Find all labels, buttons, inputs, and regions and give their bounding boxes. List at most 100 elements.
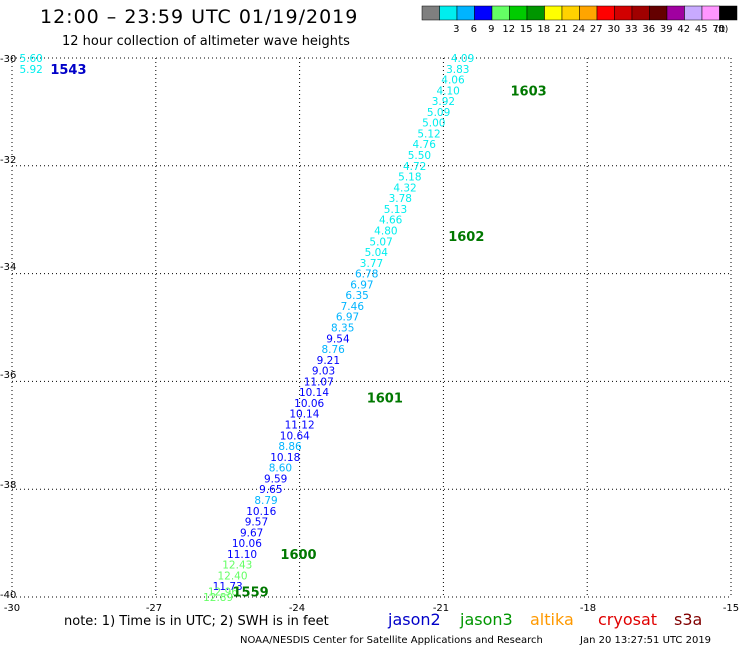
lon-tick-label: -24 bbox=[288, 603, 306, 614]
wave-height-label: 4.76 bbox=[413, 139, 437, 151]
legend-label: 27 bbox=[590, 24, 603, 35]
legend-swatch bbox=[719, 5, 738, 21]
credit-line: NOAA/NESDIS Center for Satellite Applica… bbox=[240, 635, 543, 646]
wave-height-label: 12.89 bbox=[203, 592, 233, 604]
wave-height-label: 9.54 bbox=[326, 333, 350, 345]
wave-height-label: 5.18 bbox=[398, 172, 421, 184]
map-subtitle: 12 hour collection of altimeter wave hei… bbox=[62, 34, 350, 49]
wave-height-label: 6.35 bbox=[345, 290, 368, 302]
wave-height-label: 4.32 bbox=[393, 182, 416, 194]
wave-height-label: 5.92 bbox=[19, 64, 42, 76]
pass-time-label: 1601 bbox=[367, 392, 403, 407]
map-title: 12:00 – 23:59 UTC 01/19/2019 bbox=[40, 6, 359, 28]
wave-height-label: 10.06 bbox=[232, 538, 262, 550]
lat-tick-label: -38 bbox=[0, 480, 17, 491]
legend-label: 12 bbox=[502, 24, 515, 35]
wave-height-label: 12.96 bbox=[208, 587, 238, 599]
wave-height-label: 9.21 bbox=[317, 355, 340, 367]
wave-height-label: 12.43 bbox=[222, 560, 252, 572]
legend-label: 15 bbox=[520, 24, 533, 35]
pass-time-label: 1603 bbox=[511, 84, 547, 99]
legend-label: 24 bbox=[572, 24, 585, 35]
satellite-jason3-label: jason3 bbox=[460, 610, 513, 629]
lat-tick-label: -32 bbox=[0, 155, 17, 166]
legend-label: 33 bbox=[625, 24, 638, 35]
lon-tick-label: -30 bbox=[3, 603, 21, 614]
wave-height-label: 9.59 bbox=[264, 473, 287, 485]
wave-height-label: 5.09 bbox=[427, 107, 450, 119]
wave-height-label: 3.78 bbox=[389, 193, 412, 205]
color-legend: 3 6 9 12 15 18 21 24 27 30 33 36 39 42 45 70(ft) bbox=[421, 5, 738, 35]
wave-height-label: 5.13 bbox=[384, 204, 407, 216]
lat-tick-label: -36 bbox=[0, 370, 17, 381]
wave-height-label: 5.04 bbox=[365, 247, 389, 259]
wave-height-label: 10.14 bbox=[289, 409, 319, 421]
satellite-altika-label: altika bbox=[530, 610, 574, 629]
pass-time-label: 1602 bbox=[448, 230, 484, 245]
wave-height-label: 10.14 bbox=[299, 387, 329, 399]
wave-height-label: 9.03 bbox=[312, 366, 335, 378]
legend-label: 30 bbox=[607, 24, 620, 35]
lon-tick-label: -18 bbox=[579, 603, 597, 614]
wave-height-label: 11.73 bbox=[213, 581, 243, 593]
wave-height-label: 4.09 bbox=[451, 53, 474, 65]
wave-height-label: 11.10 bbox=[227, 549, 257, 561]
legend-label: 39 bbox=[660, 24, 673, 35]
pass-time-label: 1559 bbox=[232, 586, 268, 601]
wave-height-label: 9.65 bbox=[259, 484, 282, 496]
legend-unit: (ft) bbox=[715, 25, 729, 35]
wave-height-label: 7.46 bbox=[341, 301, 365, 313]
legend-label: 21 bbox=[555, 24, 568, 35]
legend-label: 9 bbox=[488, 24, 494, 35]
wave-height-label: 6.78 bbox=[355, 269, 378, 281]
wave-height-label: 4.10 bbox=[436, 85, 459, 97]
legend-label: 70 bbox=[712, 24, 725, 35]
wave-height-label: 10.16 bbox=[246, 506, 276, 518]
legend-label: 36 bbox=[642, 24, 655, 35]
wave-height-label: 5.07 bbox=[369, 236, 392, 248]
wave-height-label: 8.60 bbox=[269, 463, 292, 475]
wave-height-label: 5.60 bbox=[19, 53, 42, 65]
wave-height-label: 8.79 bbox=[254, 495, 277, 507]
legend-label: 18 bbox=[537, 24, 550, 35]
wave-height-label: 3.92 bbox=[432, 96, 455, 108]
wave-height-label: 5.50 bbox=[408, 150, 431, 162]
wave-height-label: 8.86 bbox=[278, 441, 302, 453]
wave-height-label: 4.72 bbox=[403, 161, 426, 173]
pass-time-label: 1600 bbox=[280, 548, 316, 563]
legend-label: 3 bbox=[453, 24, 459, 35]
wave-height-label: 6.97 bbox=[336, 312, 359, 324]
legend-label: 45 bbox=[695, 24, 708, 35]
legend-label: 42 bbox=[677, 24, 690, 35]
wave-height-label: 6.97 bbox=[350, 279, 373, 291]
lon-tick-label: -27 bbox=[145, 603, 163, 614]
satellite-jason2-label: jason2 bbox=[388, 610, 441, 629]
wave-height-label: 3.77 bbox=[360, 258, 383, 270]
wave-height-label: 10.18 bbox=[270, 452, 300, 464]
wave-height-label: 8.76 bbox=[321, 344, 345, 356]
satellite-s3a-label: s3a bbox=[674, 610, 703, 629]
wave-height-label: 5.12 bbox=[417, 128, 440, 140]
wave-height-label: 4.66 bbox=[379, 215, 403, 227]
legend-label: 6 bbox=[471, 24, 477, 35]
lat-tick-label: -34 bbox=[0, 262, 17, 273]
wave-height-label: 11.12 bbox=[285, 420, 315, 432]
wave-height-label: 10.06 bbox=[294, 398, 324, 410]
wave-height-label: 9.67 bbox=[240, 527, 263, 539]
lat-tick-label: -30 bbox=[0, 54, 17, 65]
footer-note: note: 1) Time is in UTC; 2) SWH is in fe… bbox=[64, 614, 329, 629]
wave-height-label: 3.83 bbox=[446, 64, 469, 76]
pass-time-label: 1543 bbox=[50, 63, 86, 78]
wave-height-label: 12.40 bbox=[217, 570, 247, 582]
wave-height-label: 10.64 bbox=[280, 430, 310, 442]
wave-height-label: 8.35 bbox=[331, 323, 354, 335]
lon-tick-label: -21 bbox=[432, 603, 450, 614]
generated-timestamp: Jan 20 13:27:51 UTC 2019 bbox=[580, 635, 712, 646]
wave-height-label: 11.07 bbox=[304, 376, 334, 388]
lat-tick-label: -40 bbox=[0, 590, 17, 601]
wave-height-label: 4.80 bbox=[374, 225, 397, 237]
wave-height-label: 4.06 bbox=[441, 75, 465, 87]
satellite-cryosat-label: cryosat bbox=[598, 610, 658, 629]
